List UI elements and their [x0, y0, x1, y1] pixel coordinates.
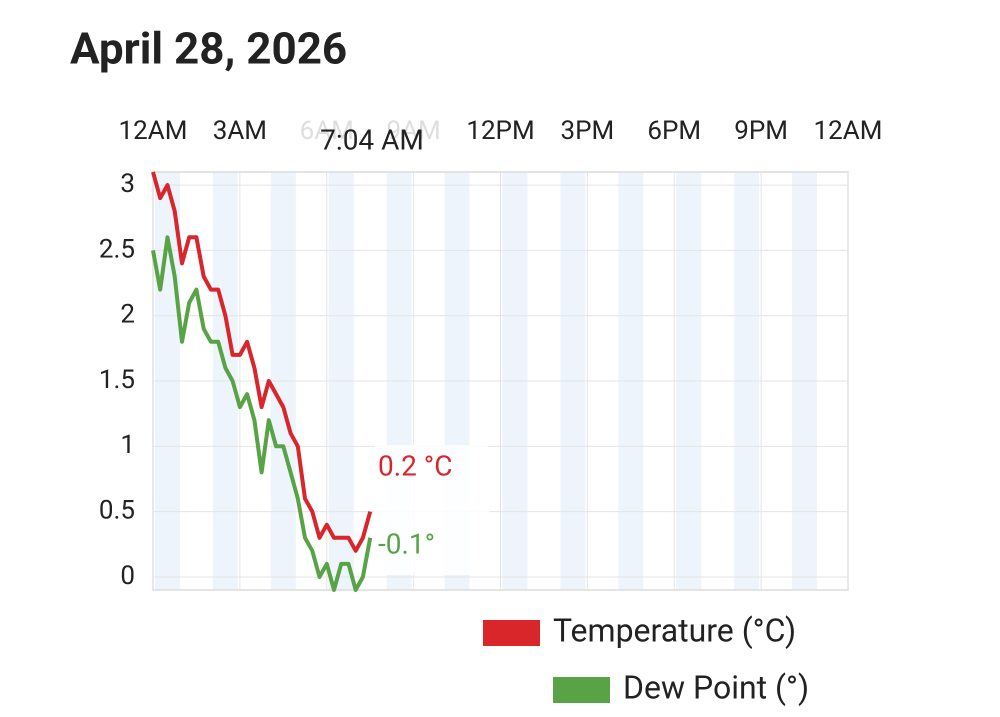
y-tick-label: 1 — [120, 430, 135, 460]
grid — [152, 171, 849, 591]
y-tick-label: 2.5 — [99, 234, 135, 264]
legend-swatch — [483, 620, 540, 646]
axis-labels: 00.511.522.5312AM3AM6AM9AM12PM3PM6PM9PM1… — [99, 116, 883, 591]
tooltip-box — [374, 445, 489, 575]
x-tick-label: 12AM — [814, 116, 883, 146]
legend-label: Temperature (°C) — [553, 611, 796, 649]
tooltip: 7:04 AM 0.2 °C -0.1° — [292, 112, 489, 575]
x-tick-label: 12AM — [119, 116, 188, 146]
y-tick-label: 1.5 — [99, 365, 135, 395]
legend-label: Dew Point (°) — [623, 668, 809, 706]
tooltip-value: -0.1° — [378, 527, 435, 560]
y-tick-label: 0.5 — [99, 496, 135, 526]
y-tick-label: 0 — [120, 561, 135, 591]
tooltip-time: 7:04 AM — [320, 123, 424, 156]
legend: Temperature (°C) Dew Point (°) — [483, 611, 809, 706]
x-tick-label: 6PM — [647, 116, 701, 146]
y-tick-label: 2 — [120, 300, 135, 330]
x-tick-label: 3AM — [213, 116, 267, 146]
x-tick-label: 9PM — [734, 116, 788, 146]
series-line — [151, 171, 373, 553]
y-tick-label: 3 — [120, 169, 135, 199]
tooltip-value: 0.2 °C — [378, 449, 452, 482]
legend-swatch — [553, 677, 610, 703]
x-tick-label: 12PM — [466, 116, 534, 146]
series-line — [151, 235, 373, 592]
x-tick-label: 3PM — [561, 116, 615, 146]
chart-title: April 28, 2026 — [70, 23, 347, 75]
series-lines — [151, 171, 373, 592]
tooltip-box — [292, 112, 452, 170]
